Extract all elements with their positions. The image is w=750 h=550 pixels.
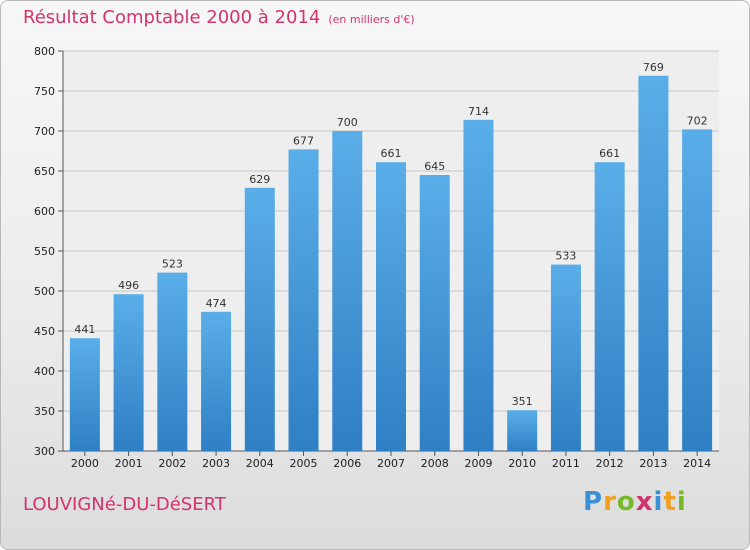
logo-letter: r xyxy=(603,487,617,517)
bar xyxy=(463,119,494,452)
x-tick-label: 2014 xyxy=(683,457,711,470)
y-tick-label: 600 xyxy=(34,205,55,218)
bar-value-label: 533 xyxy=(555,250,576,263)
chart-title: Résultat Comptable 2000 à 2014 (en millie… xyxy=(23,7,415,28)
bar-value-label: 351 xyxy=(512,395,533,408)
logo-letter: P xyxy=(583,487,604,517)
commune-name: LOUVIGNé-DU-DéSERT xyxy=(23,494,226,515)
y-tick-label: 650 xyxy=(34,165,55,178)
bar-value-label: 677 xyxy=(293,134,314,147)
bar-value-label: 496 xyxy=(118,279,139,292)
bar xyxy=(376,162,406,451)
bar xyxy=(157,272,188,451)
bar xyxy=(201,311,232,451)
bar xyxy=(244,187,275,452)
y-tick-label: 550 xyxy=(34,245,55,258)
bar-value-label: 714 xyxy=(468,105,489,118)
bar xyxy=(594,162,625,451)
bar-value-label: 702 xyxy=(687,114,708,127)
bar-value-label: 441 xyxy=(74,323,95,336)
y-tick-label: 500 xyxy=(34,285,55,298)
x-tick-label: 2006 xyxy=(333,457,361,470)
logo-letter: o xyxy=(616,487,636,517)
bar-value-label: 769 xyxy=(643,61,664,74)
x-tick-label: 2010 xyxy=(508,457,536,470)
y-tick-label: 800 xyxy=(34,45,55,58)
bar-value-label: 661 xyxy=(381,147,402,160)
x-tick-label: 2008 xyxy=(421,457,449,470)
x-tick-label: 2000 xyxy=(71,457,99,470)
bar-value-label: 661 xyxy=(599,147,620,160)
y-tick-label: 350 xyxy=(34,405,55,418)
x-tick-label: 2002 xyxy=(158,457,186,470)
x-tick-label: 2012 xyxy=(596,457,624,470)
logo-letter: i xyxy=(653,487,664,517)
bar-value-label: 645 xyxy=(424,160,445,173)
y-tick-label: 450 xyxy=(34,325,55,338)
bar xyxy=(69,338,100,451)
x-tick-label: 2009 xyxy=(464,457,492,470)
bar xyxy=(550,264,581,451)
x-tick-label: 2007 xyxy=(377,457,405,470)
bar-value-label: 629 xyxy=(249,173,270,186)
y-tick-label: 700 xyxy=(34,125,55,138)
x-tick-label: 2001 xyxy=(115,457,143,470)
x-tick-label: 2003 xyxy=(202,457,230,470)
y-tick-label: 400 xyxy=(34,365,55,378)
bar xyxy=(332,131,363,451)
logo-letter: i xyxy=(676,487,687,517)
y-tick-label: 300 xyxy=(34,445,55,458)
title-unit: (en milliers d'€) xyxy=(328,13,415,26)
bar xyxy=(507,410,538,451)
logo-letter: t xyxy=(663,487,677,517)
x-tick-label: 2011 xyxy=(552,457,580,470)
bar xyxy=(682,129,713,451)
x-tick-label: 2005 xyxy=(290,457,318,470)
bar xyxy=(419,175,450,451)
bar-value-label: 474 xyxy=(206,297,227,310)
logo-letter: x xyxy=(635,487,654,517)
bar-value-label: 700 xyxy=(337,116,358,129)
y-tick-label: 750 xyxy=(34,85,55,98)
bar xyxy=(638,75,669,452)
bar-value-label: 523 xyxy=(162,258,183,271)
bar xyxy=(113,294,144,451)
x-tick-label: 2004 xyxy=(246,457,274,470)
x-tick-label: 2013 xyxy=(639,457,667,470)
proxiti-logo: Proxiti xyxy=(583,487,687,517)
bar xyxy=(288,149,319,451)
title-text: Résultat Comptable 2000 à 2014 xyxy=(23,7,321,28)
